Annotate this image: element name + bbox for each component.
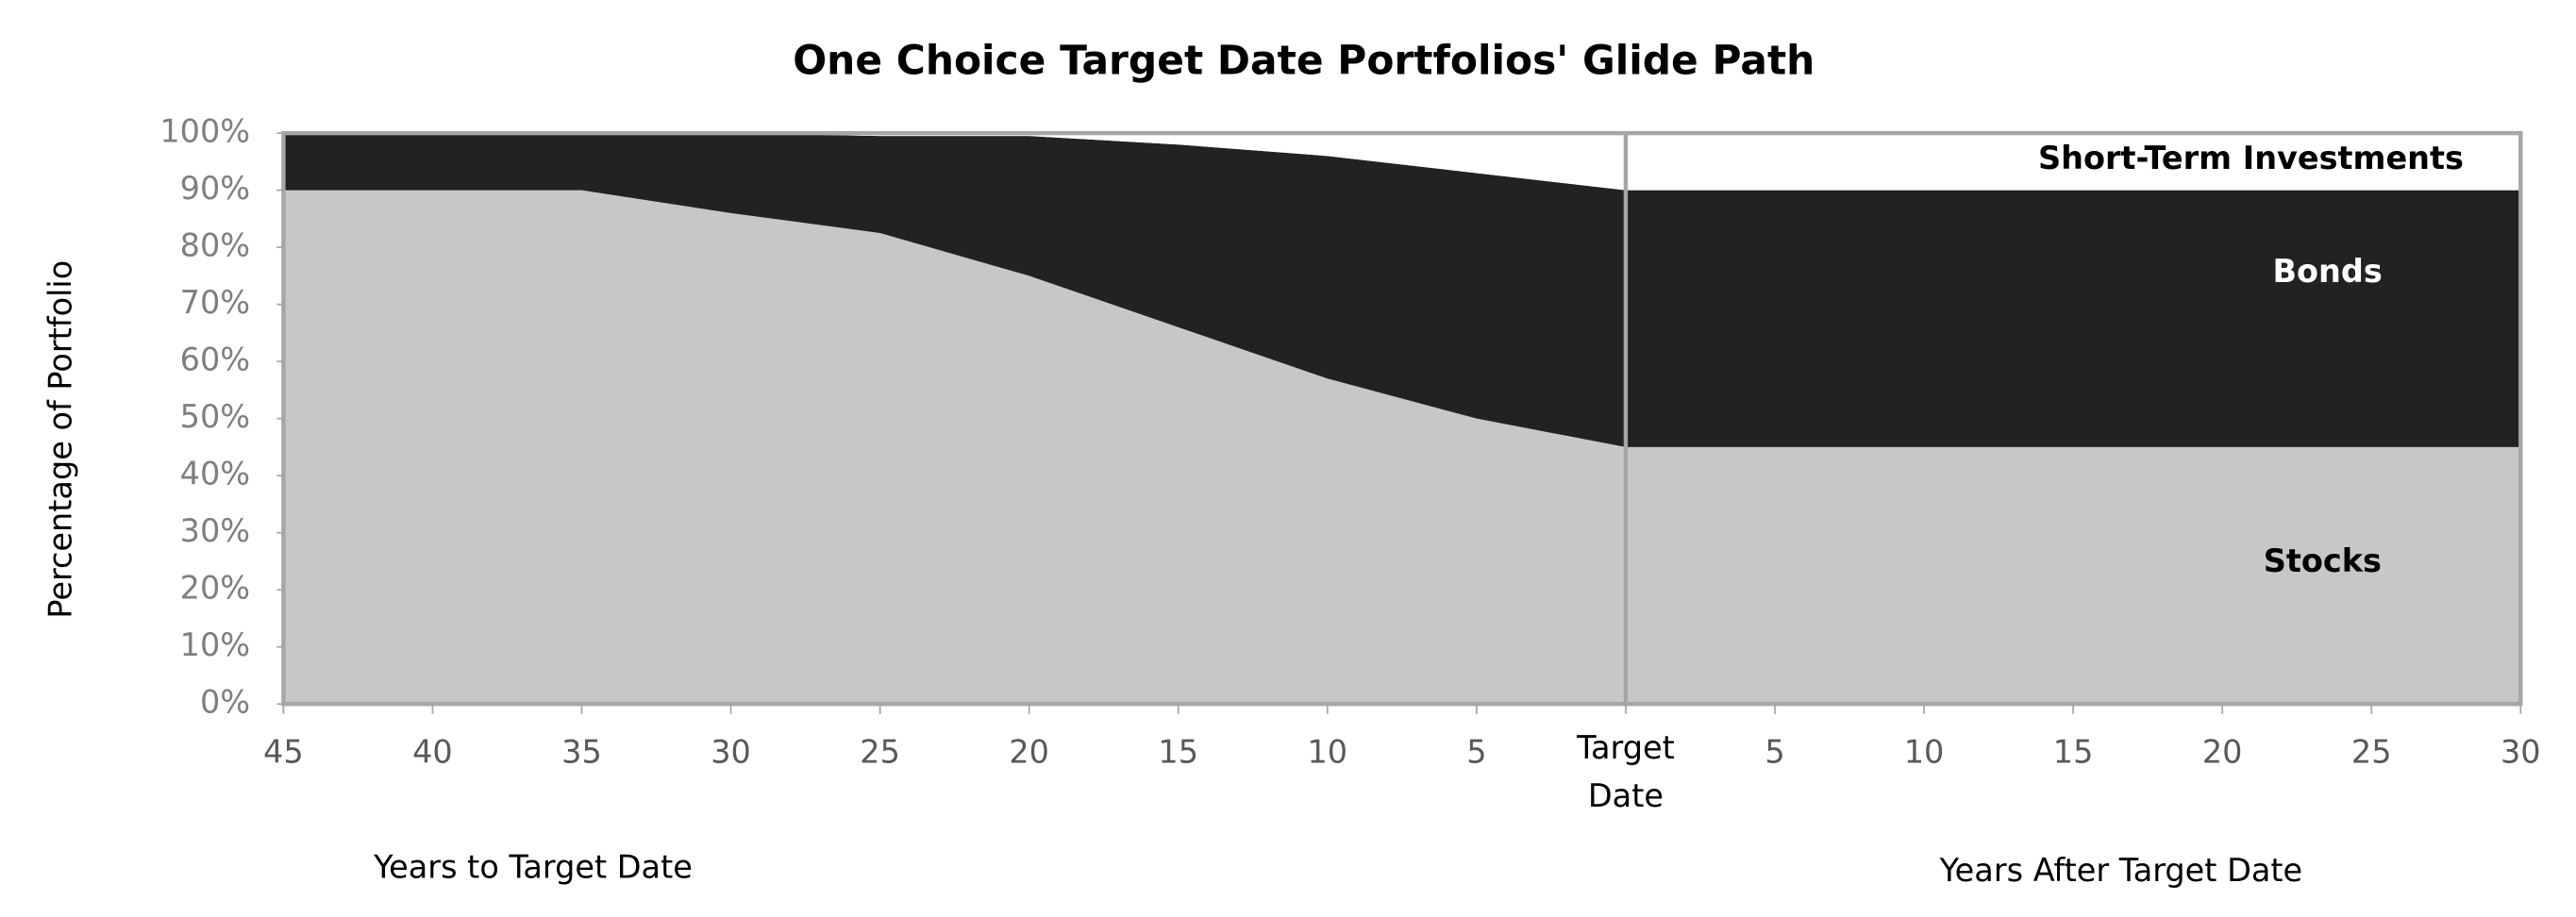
y-tick-label: 90% [180, 170, 250, 207]
x-tick-label: 5 [1765, 734, 1784, 771]
y-tick-label: 30% [180, 512, 250, 549]
x-tick-label: 20 [2202, 734, 2243, 771]
x-tick-label: 30 [2501, 734, 2541, 771]
y-tick-label: 10% [180, 626, 250, 663]
x-tick-label: Target Date [1576, 728, 1675, 813]
y-tick-label: 0% [200, 684, 250, 721]
y-tick-label: 40% [180, 456, 250, 492]
x-axis-label: Years After Target Date [1939, 852, 2302, 889]
area [283, 133, 2521, 447]
x-tick-label: 30 [711, 734, 751, 771]
x-tick-label: 25 [2351, 734, 2392, 771]
x-tick-label: 5 [1466, 734, 1486, 771]
x-tick-label: 35 [561, 734, 602, 771]
x-tick-label: 45 [263, 734, 304, 771]
annotation: Short-Term Investments [2038, 140, 2464, 176]
x-tick-label: 10 [1904, 734, 1945, 771]
y-tick-label: 70% [180, 284, 250, 321]
x-tick-label: 10 [1307, 734, 1347, 771]
y-tick-label: 50% [180, 398, 250, 435]
x-tick-label: 40 [412, 734, 453, 771]
chart-title: One Choice Target Date Portfolios' Glide… [793, 38, 1815, 84]
y-axis-label: Percentage of Portfolio [42, 260, 78, 619]
y-tick-label: 60% [180, 342, 250, 378]
x-tick-label: 15 [1158, 734, 1198, 771]
area [283, 133, 2521, 191]
annotation: Bonds [2272, 253, 2382, 290]
x-tick-label: 15 [2053, 734, 2094, 771]
y-tick-label: 100% [159, 113, 250, 150]
x-tick-label: 25 [860, 734, 900, 771]
x-tick-label: 20 [1009, 734, 1049, 771]
y-tick-label: 20% [180, 570, 250, 607]
area [283, 190, 2521, 705]
y-tick-label: 80% [180, 227, 250, 264]
x-axis-label: Years to Target Date [373, 848, 693, 885]
annotation: Stocks [2264, 542, 2382, 579]
